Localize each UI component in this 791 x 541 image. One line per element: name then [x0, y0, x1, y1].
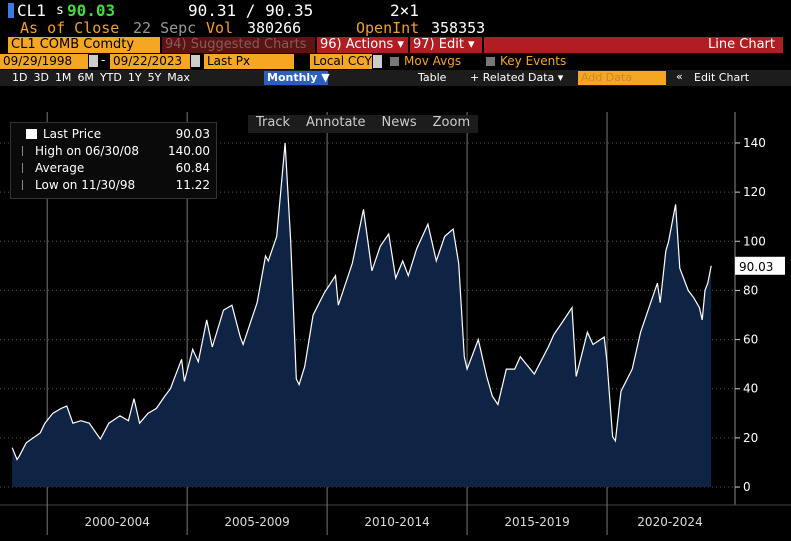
chart-tool[interactable]: Annotate — [306, 115, 366, 130]
y-tick-label: 40 — [743, 382, 758, 396]
actions-menu[interactable]: 96) Actions ▾ — [317, 37, 408, 53]
price-line — [11, 142, 712, 461]
add-data[interactable]: Add Data — [578, 71, 666, 85]
y-tick-label: 60 — [743, 333, 758, 347]
y-tick-label: 20 — [743, 431, 758, 445]
legend-icon — [22, 162, 29, 173]
oi-label: OpenInt — [356, 19, 420, 37]
edit-chart[interactable]: Edit Chart — [694, 71, 750, 84]
period-label: 2010-2014 — [364, 515, 429, 529]
dash: - — [101, 53, 106, 67]
period-label: 2015-2019 — [504, 515, 569, 529]
ticker: CL1 — [17, 1, 46, 20]
legend-rows: Last Price 90.03 High on 06/30/08 140.00 Ave… — [18, 125, 210, 193]
legend-label: Last Price — [43, 126, 102, 141]
last-value-box — [735, 256, 785, 275]
chart-tool[interactable]: News — [381, 115, 417, 130]
range-button[interactable]: Max — [167, 71, 191, 84]
edit-menu[interactable]: 97) Edit ▾ — [410, 37, 482, 53]
legend-value: 11.22 — [175, 177, 210, 192]
frequency[interactable]: Monthly ▼ — [264, 71, 330, 85]
calendar-icon[interactable] — [191, 55, 200, 67]
mov-avgs[interactable]: Mov Avgs — [404, 54, 462, 68]
size: 2×1 — [390, 1, 419, 20]
y-tick-label: 100 — [743, 234, 766, 248]
end-date[interactable]: 09/22/2023 — [110, 54, 190, 69]
legend-label: Low on 11/30/98 — [35, 177, 136, 192]
legend — [10, 122, 217, 199]
y-tick-label: 140 — [743, 136, 766, 150]
chart-type: Line Chart — [484, 37, 783, 53]
range-button[interactable]: 6M — [77, 71, 94, 84]
range-button[interactable]: YTD — [99, 71, 122, 84]
range-button[interactable]: 1M — [54, 71, 72, 84]
as-of: As of Close — [20, 19, 120, 37]
range-buttons: 1D 3D 1M 6M YTD 1Y 5Y Max — [12, 71, 196, 84]
date: 22 Sepc — [133, 19, 197, 37]
legend-icon — [26, 128, 37, 139]
oi: 358353 — [431, 19, 486, 37]
vol: 380266 — [247, 19, 302, 37]
y-tick-label: 0 — [743, 480, 751, 494]
legend-value: 90.03 — [175, 126, 210, 141]
related-data[interactable]: + Related Data ▾ — [470, 71, 564, 84]
legend-row: Last Price 90.03 — [18, 125, 210, 142]
range-button[interactable]: 1D — [12, 71, 28, 84]
key-events[interactable]: Key Events — [500, 54, 567, 68]
start-date[interactable]: 09/29/1998 — [0, 54, 88, 69]
last-value-label: 90.03 — [739, 260, 773, 274]
range-button[interactable]: 1Y — [127, 71, 142, 84]
calendar-icon[interactable] — [89, 55, 98, 67]
dropdown-icon[interactable] — [373, 55, 382, 68]
legend-row: High on 06/30/08 140.00 — [18, 142, 210, 159]
legend-value: 60.84 — [175, 160, 210, 175]
ticker-marker — [8, 3, 14, 18]
y-tick-label: 80 — [743, 283, 758, 297]
period-label: 2000-2004 — [84, 515, 149, 529]
table-button[interactable]: Table — [418, 71, 447, 84]
chart-tool[interactable]: Zoom — [432, 115, 471, 130]
period-label: 2020-2024 — [637, 515, 702, 529]
security-field[interactable]: CL1 COMB Comdty — [8, 37, 160, 53]
range-button[interactable]: 3D — [33, 71, 49, 84]
bid-ask: 90.31 / 90.35 — [188, 1, 314, 20]
y-tick-label: 120 — [743, 185, 766, 199]
area — [12, 143, 712, 488]
checkbox[interactable] — [486, 57, 495, 66]
suggested-charts[interactable]: 94) Suggested Charts — [162, 37, 315, 53]
price-prefix: s — [56, 3, 64, 18]
checkbox[interactable] — [390, 57, 399, 66]
legend-icon — [22, 179, 29, 190]
currency[interactable]: Local CCY — [310, 54, 372, 69]
field[interactable]: Last Px — [204, 54, 294, 69]
legend-row: Average 60.84 — [18, 159, 210, 176]
period-label: 2005-2009 — [224, 515, 289, 529]
range-button[interactable]: 5Y — [147, 71, 162, 84]
vol-label: Vol — [206, 19, 234, 37]
price: 90.03 — [67, 1, 116, 20]
collapse-icon[interactable]: « — [676, 70, 683, 83]
legend-value: 140.00 — [168, 143, 210, 158]
legend-label: High on 06/30/08 — [35, 143, 140, 158]
legend-row: Low on 11/30/98 11.22 — [18, 176, 210, 193]
chart-tool[interactable]: Track — [256, 115, 291, 130]
legend-label: Average — [35, 160, 85, 175]
chart-tools: Track Annotate News Zoom — [248, 115, 479, 133]
legend-icon — [22, 145, 29, 156]
